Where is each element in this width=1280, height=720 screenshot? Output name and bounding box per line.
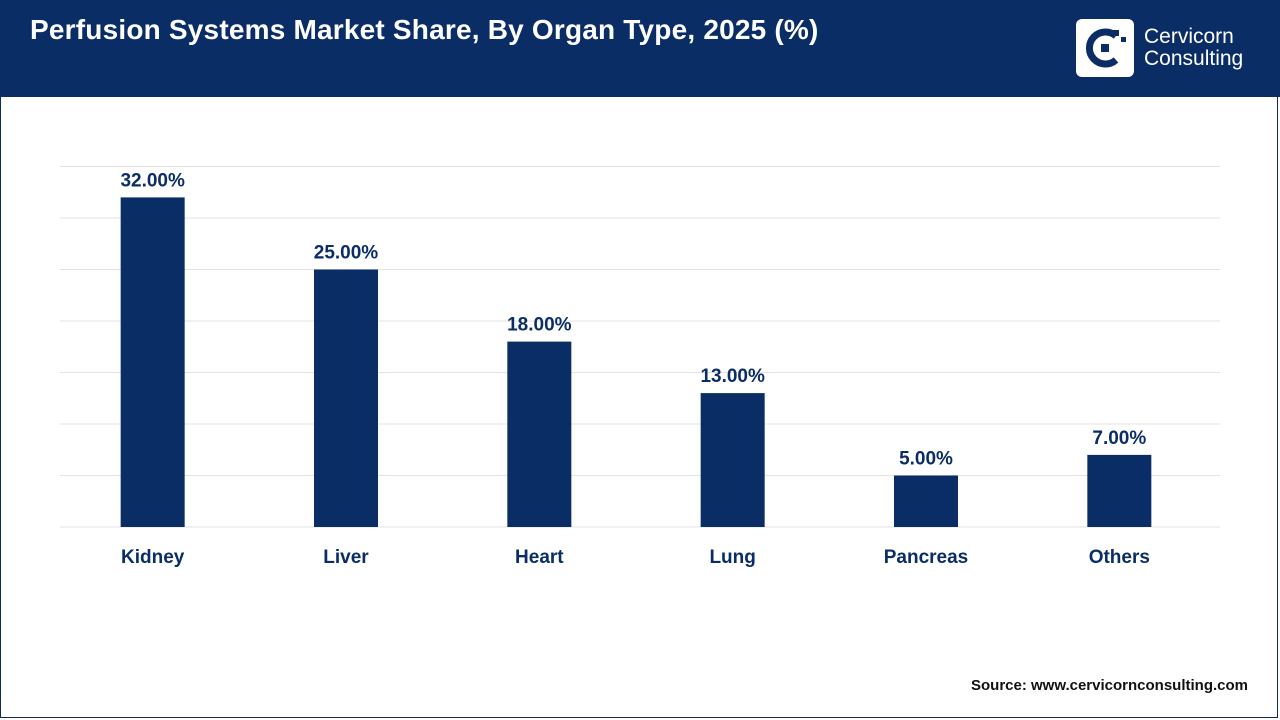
x-tick-label: Others	[1089, 547, 1150, 568]
bar-lung	[700, 393, 765, 527]
source-note: Source: www.cervicornconsulting.com	[970, 677, 1248, 694]
x-tick-label: Heart	[515, 547, 564, 568]
data-label: 7.00%	[1092, 428, 1146, 449]
data-label: 32.00%	[120, 170, 185, 191]
logo-mark-icon	[1076, 19, 1134, 77]
logo-text-line1: Cervicorn	[1144, 25, 1234, 48]
bar-liver	[314, 269, 378, 527]
x-tick-label: Lung	[709, 547, 755, 568]
company-logo: Cervicorn Consulting	[1076, 19, 1266, 79]
bar-chart: 32.00% Kidney 25.00% Liver 18.00% Heart 13.00%…	[60, 166, 1220, 568]
bar-others	[1087, 454, 1152, 527]
data-label: 5.00%	[899, 449, 953, 470]
bar-pancreas	[894, 475, 958, 527]
data-label: 25.00%	[314, 243, 379, 264]
logo-text-line2: Consulting	[1144, 47, 1244, 70]
data-label: 13.00%	[700, 366, 765, 387]
x-tick-label: Kidney	[121, 547, 185, 568]
x-tick-label: Pancreas	[884, 547, 969, 568]
header-banner: Perfusion Systems Market Share, By Organ…	[0, 0, 1280, 97]
bar-heart	[507, 341, 572, 527]
bar-kidney	[120, 197, 185, 527]
chart-title: Perfusion Systems Market Share, By Organ…	[30, 14, 819, 45]
data-label: 18.00%	[507, 315, 572, 336]
x-tick-label: Liver	[323, 547, 369, 568]
